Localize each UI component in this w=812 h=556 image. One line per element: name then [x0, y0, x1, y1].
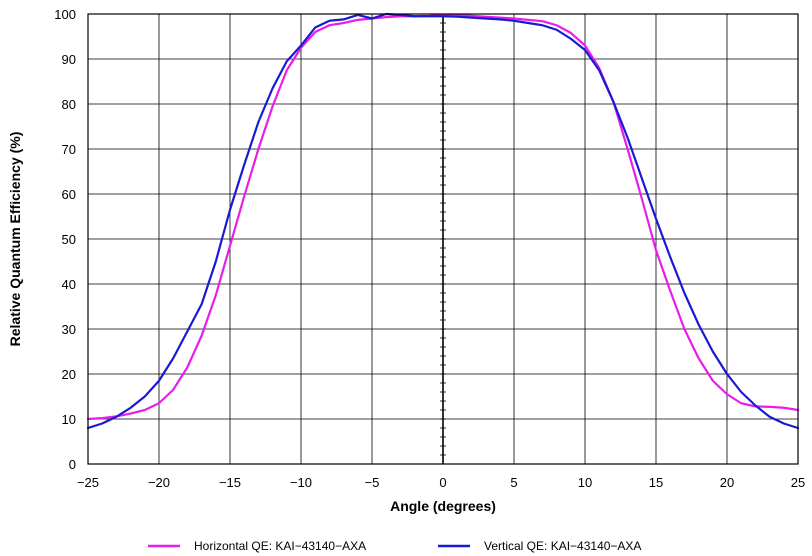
y-tick-label: 100	[54, 7, 76, 22]
zero-axis	[440, 13, 446, 465]
legend-label-horizontal: Horizontal QE: KAI−43140−AXA	[194, 539, 366, 553]
series-line-vertical-qe	[86, 12, 800, 430]
y-tick-labels: 0 10 20 30 40 50 60 70 80 90 100	[54, 7, 76, 472]
y-axis-title: Relative Quantum Efficiency (%)	[7, 132, 23, 347]
series-line-horizontal-qe	[86, 13, 800, 421]
y-tick-label: 10	[62, 412, 76, 427]
x-tick-labels: −25 −20 −15 −10 −5 0 5 10 15 20 25	[77, 475, 805, 490]
y-tick-label: 90	[62, 52, 76, 67]
x-tick-label: −20	[148, 475, 170, 490]
y-tick-label: 70	[62, 142, 76, 157]
y-tick-label: 0	[69, 457, 76, 472]
y-tick-label: 30	[62, 322, 76, 337]
legend: Horizontal QE: KAI−43140−AXA Vertical QE…	[148, 539, 641, 553]
x-tick-label: 10	[578, 475, 592, 490]
x-tick-label: −10	[290, 475, 312, 490]
x-axis-title: Angle (degrees)	[390, 498, 496, 514]
y-tick-label: 40	[62, 277, 76, 292]
y-tick-label: 50	[62, 232, 76, 247]
y-tick-label: 80	[62, 97, 76, 112]
plot-frame	[87, 13, 799, 465]
y-tick-label: 20	[62, 367, 76, 382]
series-lines	[86, 12, 800, 430]
y-tick-label: 60	[62, 187, 76, 202]
x-tick-label: 25	[791, 475, 805, 490]
x-tick-label: 0	[439, 475, 446, 490]
x-tick-label: 15	[649, 475, 663, 490]
x-tick-label: −15	[219, 475, 241, 490]
legend-label-vertical: Vertical QE: KAI−43140−AXA	[484, 539, 641, 553]
x-tick-label: −25	[77, 475, 99, 490]
x-tick-label: 20	[720, 475, 734, 490]
x-tick-label: 5	[510, 475, 517, 490]
x-tick-label: −5	[365, 475, 380, 490]
